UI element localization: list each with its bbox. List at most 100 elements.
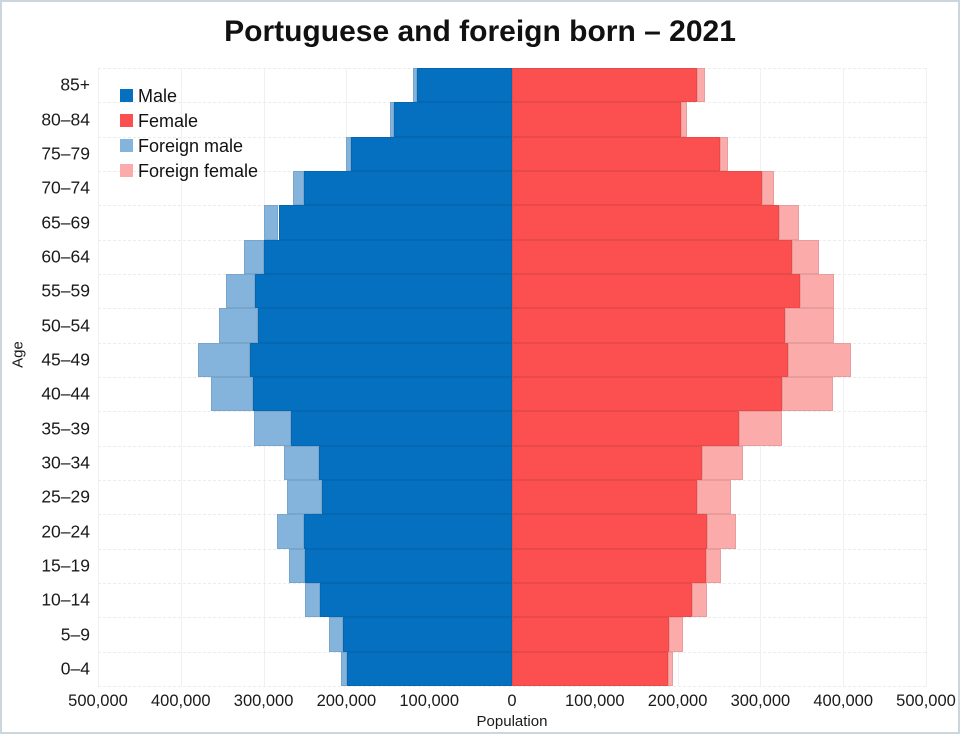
bar-foreign-female-80–84: [680, 102, 687, 137]
bar-foreign-male-75–79: [345, 136, 351, 171]
bar-female-25–29: [512, 480, 697, 515]
bar-male-20–24: [304, 514, 512, 549]
legend-label: Foreign male: [138, 135, 244, 156]
legend-label: Male: [138, 85, 178, 106]
bar-foreign-female-30–34: [701, 445, 743, 480]
bar-male-70–74: [304, 171, 512, 206]
bar-foreign-male-85+: [412, 68, 417, 103]
bar-foreign-female-20–24: [707, 514, 736, 549]
y-tick-label-10–14: 10–14: [41, 589, 90, 610]
bar-foreign-male-40–44: [211, 377, 253, 412]
bar-female-20–24: [512, 514, 708, 549]
chart-title: Portuguese and foreign born – 2021: [224, 15, 736, 48]
bar-foreign-female-65–69: [778, 205, 800, 240]
bar-female-80–84: [512, 102, 681, 137]
bar-foreign-female-75–79: [719, 136, 729, 171]
y-tick-label-70–74: 70–74: [41, 177, 90, 198]
x-tick-label-200,000: 200,000: [316, 692, 377, 710]
y-tick-label-5–9: 5–9: [60, 624, 90, 644]
bar-foreign-male-10–14: [305, 583, 320, 618]
bar-female-60–64: [512, 239, 792, 274]
bar-male-65–69: [278, 205, 512, 240]
bar-foreign-female-70–74: [762, 171, 775, 206]
bar-male-30–34: [319, 445, 512, 480]
bar-male-40–44: [252, 377, 512, 412]
legend-swatch-icon: [120, 164, 133, 177]
bar-female-10–14: [512, 583, 692, 618]
bar-foreign-male-0–4: [340, 651, 348, 686]
x-tick-label-300,000: 300,000: [730, 692, 791, 710]
legend-item-foreign-female: Foreign female: [120, 158, 258, 183]
bar-female-55–59: [512, 274, 801, 309]
y-tick-label-30–34: 30–34: [41, 452, 90, 473]
bar-foreign-male-55–59: [225, 274, 256, 309]
vertical-gridline: [926, 68, 927, 686]
bar-foreign-male-5–9: [329, 617, 344, 652]
x-tick-label-300,000: 300,000: [233, 692, 294, 710]
y-tick-label-15–19: 15–19: [41, 555, 90, 576]
y-tick-label-75–79: 75–79: [41, 143, 90, 164]
bar-male-50–54: [257, 308, 512, 343]
y-tick-label-45–49: 45–49: [41, 349, 90, 370]
bar-female-70–74: [512, 171, 763, 206]
x-tick-label-400,000: 400,000: [150, 692, 211, 710]
bar-female-40–44: [512, 377, 782, 412]
y-tick-label-65–69: 65–69: [41, 212, 90, 232]
legend-item-male: Male: [120, 83, 258, 108]
bar-foreign-female-25–29: [696, 480, 731, 515]
bar-foreign-male-65–69: [263, 205, 279, 240]
legend: Male Female Foreign male Foreign female: [120, 83, 258, 183]
bar-female-85+: [512, 68, 698, 103]
bar-foreign-male-20–24: [276, 514, 305, 549]
legend-swatch-icon: [120, 139, 133, 152]
y-tick-label-55–59: 55–59: [41, 280, 90, 301]
bar-female-0–4: [512, 651, 668, 686]
bar-female-50–54: [512, 308, 786, 343]
bar-male-55–59: [255, 274, 512, 309]
x-tick-label-100,000: 100,000: [564, 692, 625, 710]
y-tick-label-85+: 85+: [60, 74, 90, 95]
y-tick-label-35–39: 35–39: [41, 418, 90, 438]
y-tick-label-25–29: 25–29: [41, 486, 90, 507]
legend-item-female: Female: [120, 108, 258, 133]
bar-female-75–79: [512, 136, 720, 171]
bar-foreign-female-60–64: [791, 239, 820, 274]
y-tick-label-50–54: 50–54: [41, 315, 90, 335]
bar-female-5–9: [512, 617, 670, 652]
bar-foreign-female-50–54: [785, 308, 835, 343]
bar-male-10–14: [319, 583, 512, 618]
bar-foreign-female-10–14: [691, 583, 707, 618]
bar-male-5–9: [343, 617, 512, 652]
bar-male-45–49: [250, 342, 512, 377]
bar-male-75–79: [350, 136, 512, 171]
bar-female-65–69: [512, 205, 779, 240]
bar-female-35–39: [512, 411, 739, 446]
bar-foreign-female-85+: [697, 68, 705, 103]
bar-foreign-female-15–19: [705, 548, 722, 583]
legend-label: Foreign female: [138, 160, 259, 181]
legend-label: Female: [138, 110, 199, 131]
bar-foreign-male-70–74: [293, 171, 305, 206]
bar-foreign-male-15–19: [289, 548, 305, 583]
bar-foreign-male-30–34: [284, 445, 320, 480]
bar-foreign-male-60–64: [243, 239, 265, 274]
bar-foreign-male-45–49: [198, 342, 251, 377]
horizontal-gridline: [98, 686, 926, 687]
bar-male-60–64: [264, 239, 512, 274]
bar-foreign-male-50–54: [218, 308, 258, 343]
y-tick-label-0–4: 0–4: [60, 658, 90, 679]
bar-foreign-female-35–39: [738, 411, 782, 446]
bar-foreign-male-35–39: [253, 411, 291, 446]
bar-foreign-female-5–9: [669, 617, 684, 652]
bar-male-35–39: [290, 411, 512, 446]
bar-female-45–49: [512, 342, 788, 377]
y-tick-label-40–44: 40–44: [41, 383, 90, 404]
x-tick-label-500,000: 500,000: [68, 692, 128, 710]
x-axis-title: Population: [476, 713, 548, 730]
bar-foreign-female-55–59: [800, 274, 835, 309]
bar-foreign-male-80–84: [390, 102, 395, 137]
y-tick-label-20–24: 20–24: [41, 521, 90, 541]
bar-male-15–19: [305, 548, 512, 583]
legend-swatch-icon: [120, 89, 133, 102]
